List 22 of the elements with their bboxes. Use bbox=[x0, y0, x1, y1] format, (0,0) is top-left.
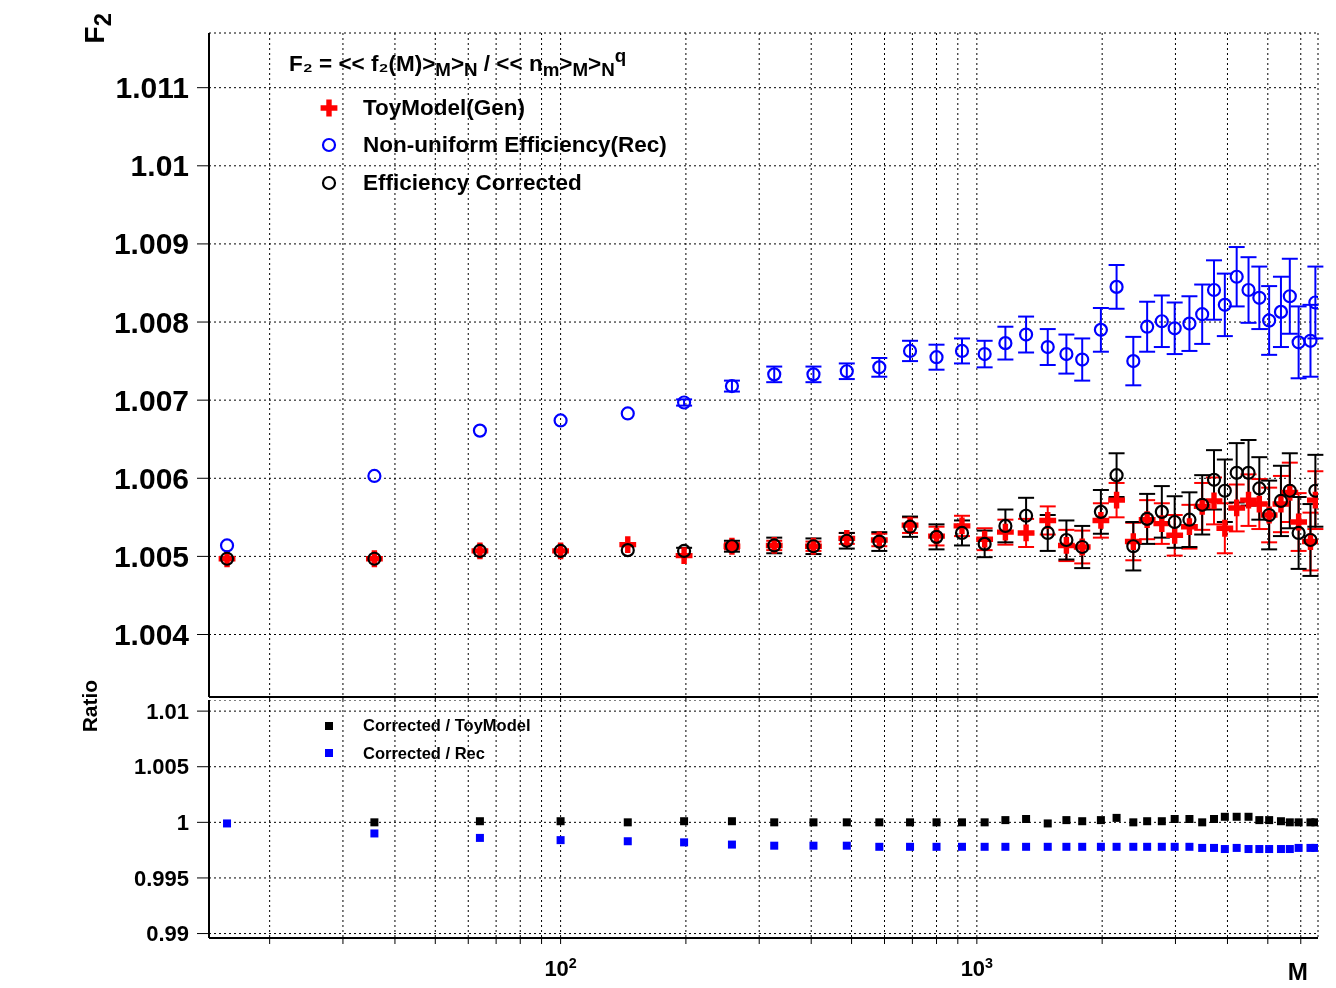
legend-label: Corrected / ToyModel bbox=[363, 716, 531, 736]
y-tick-label: 1.005 bbox=[133, 754, 189, 780]
y-tick-label: 0.99 bbox=[146, 921, 189, 947]
legend-label: Efficiency Corrected bbox=[363, 169, 582, 196]
y-tick-label: 1.004 bbox=[113, 618, 190, 652]
y-tick-label: 1.007 bbox=[113, 383, 189, 417]
y-tick-label: 1 bbox=[176, 810, 189, 836]
y-tick-label: 1.008 bbox=[113, 305, 189, 339]
y-tick-label: 0.995 bbox=[133, 865, 189, 891]
y-tick-label: 1.006 bbox=[113, 461, 189, 495]
x-tick-label: 10$^{3}$ bbox=[960, 955, 994, 981]
y-tick-label: 1.005 bbox=[113, 539, 189, 573]
legend-label: Non-uniform Efficiency(Rec) bbox=[363, 132, 667, 159]
y-tick-label: 1.01 bbox=[130, 149, 189, 183]
legend-label: Corrected / Rec bbox=[363, 743, 485, 763]
y-tick-label: 1.009 bbox=[113, 227, 189, 261]
x-axis-title: M bbox=[1287, 958, 1308, 986]
y-axis-title: Ratio bbox=[78, 680, 102, 733]
x-tick-label: 10$^{2}$ bbox=[544, 955, 577, 981]
y-tick-label: 1.011 bbox=[115, 71, 189, 105]
y-tick-label: 1.01 bbox=[146, 698, 189, 724]
legend-label: ToyModel(Gen) bbox=[363, 94, 526, 121]
